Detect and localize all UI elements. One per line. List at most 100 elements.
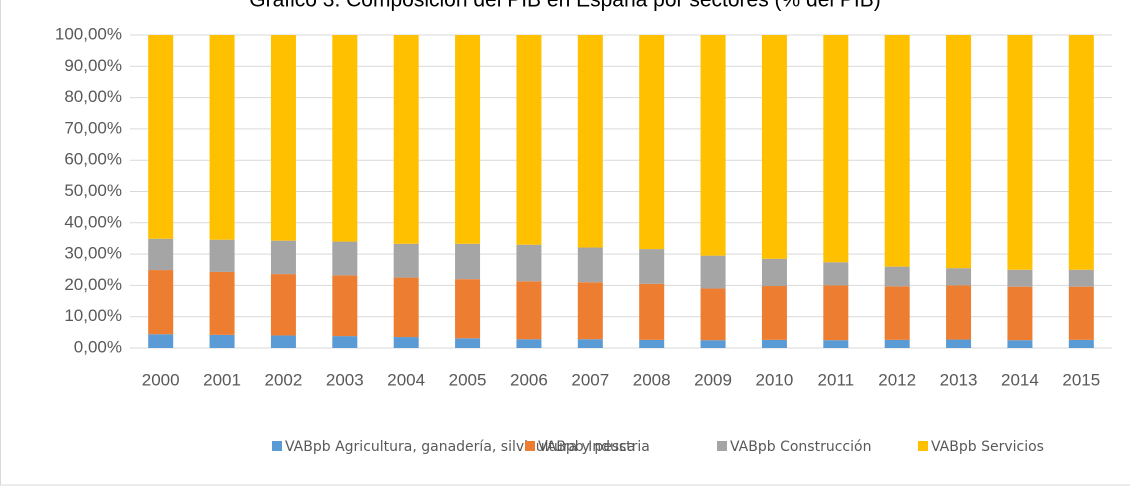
legend-swatch xyxy=(525,441,535,451)
y-tick-label: 80,00% xyxy=(64,87,122,106)
bar-segment xyxy=(700,35,726,256)
bar-segment xyxy=(393,337,419,348)
bar-segment xyxy=(884,286,910,340)
bar-segment xyxy=(639,283,665,340)
bar-segment xyxy=(148,238,174,271)
bar-segment xyxy=(946,35,972,269)
bar-segment xyxy=(700,340,726,348)
x-tick-label: 2000 xyxy=(142,370,180,389)
legend-swatch xyxy=(272,441,282,451)
legend-swatch xyxy=(918,441,928,451)
bar-segment xyxy=(332,35,358,242)
y-tick-label: 50,00% xyxy=(64,181,122,200)
bar-segment xyxy=(823,340,849,348)
bar-segment xyxy=(761,339,787,348)
bar-segment xyxy=(884,266,910,287)
y-tick-label: 90,00% xyxy=(64,56,122,75)
x-tick-label: 2014 xyxy=(1001,370,1039,389)
bar-segment xyxy=(455,338,481,348)
bar-segment xyxy=(946,268,972,286)
bar-segment xyxy=(516,339,542,348)
bar-segment xyxy=(639,249,665,284)
x-tick-label: 2010 xyxy=(756,370,794,389)
bar-segment xyxy=(148,334,174,348)
y-tick-label: 20,00% xyxy=(64,275,122,294)
x-tick-label: 2001 xyxy=(203,370,241,389)
x-tick-label: 2011 xyxy=(818,370,855,389)
y-tick-label: 70,00% xyxy=(64,118,122,137)
bar-segment xyxy=(1007,340,1033,348)
x-tick-label: 2013 xyxy=(940,370,978,389)
bar-segment xyxy=(1068,286,1094,340)
x-tick-label: 2015 xyxy=(1062,370,1100,389)
bar-segment xyxy=(332,241,358,276)
bar-segment xyxy=(577,247,603,283)
bar-segment xyxy=(209,239,235,272)
x-tick-label: 2005 xyxy=(449,370,487,389)
bar-segment xyxy=(393,35,419,244)
bar-segment xyxy=(1007,35,1033,270)
bar-segment xyxy=(148,35,174,239)
bar-segment xyxy=(393,277,419,338)
bar-segment xyxy=(516,244,542,282)
bar-segment xyxy=(700,288,726,341)
bar-segment xyxy=(884,35,910,267)
x-tick-label: 2003 xyxy=(326,370,364,389)
bar-segment xyxy=(577,35,603,248)
y-tick-label: 60,00% xyxy=(64,150,122,169)
bar-segment xyxy=(209,334,235,348)
bar-segment xyxy=(1007,286,1033,341)
bar-segment xyxy=(270,335,296,348)
bar-segment xyxy=(823,262,849,286)
bar-segment xyxy=(823,285,849,341)
bar-segment xyxy=(332,275,358,337)
x-tick-label: 2006 xyxy=(510,370,548,389)
bar-segment xyxy=(516,35,542,245)
bar-segment xyxy=(577,339,603,348)
bar-segment xyxy=(823,35,849,263)
bar-segment xyxy=(700,255,726,289)
y-tick-label: 100,00% xyxy=(55,24,122,43)
bar-segment xyxy=(577,282,603,340)
bar-segment xyxy=(270,274,296,336)
legend-swatch xyxy=(717,441,727,451)
bar-segment xyxy=(393,243,419,278)
legend-label: VABpb Industria xyxy=(538,439,650,455)
bar-segment xyxy=(1068,339,1094,348)
bar-segment xyxy=(946,285,972,340)
bar-segment xyxy=(270,240,296,275)
bar-segment xyxy=(270,35,296,241)
bar-segment xyxy=(516,281,542,340)
bar-segment xyxy=(209,271,235,335)
x-tick-label: 2007 xyxy=(571,370,609,389)
bar-segment xyxy=(761,258,787,287)
bar-segment xyxy=(455,243,481,280)
bar-segment xyxy=(1068,35,1094,270)
y-tick-label: 40,00% xyxy=(64,212,122,231)
bar-segment xyxy=(332,336,358,348)
y-tick-label: 0,00% xyxy=(74,337,122,356)
bar-segment xyxy=(455,35,481,244)
bar-segment xyxy=(761,35,787,259)
legend-label: VABpb Agricultura, ganadería, silvicultu… xyxy=(285,439,635,455)
legend-label: VABpb Construcción xyxy=(730,439,871,455)
x-tick-label: 2012 xyxy=(878,370,916,389)
y-tick-label: 10,00% xyxy=(64,306,122,325)
x-tick-label: 2004 xyxy=(387,370,425,389)
legend-label: VABpb Servicios xyxy=(931,439,1044,455)
x-tick-label: 2008 xyxy=(633,370,671,389)
y-tick-label: 30,00% xyxy=(64,244,122,263)
bar-segment xyxy=(639,339,665,348)
bar-segment xyxy=(761,286,787,340)
x-tick-label: 2009 xyxy=(694,370,732,389)
chart-title: Gráfico 3. Composición del PIB en España… xyxy=(249,0,880,12)
bar-segment xyxy=(946,339,972,348)
bar-segment xyxy=(148,270,174,335)
x-tick-label: 2002 xyxy=(265,370,303,389)
bar-segment xyxy=(884,339,910,348)
bar-segment xyxy=(1068,269,1094,287)
bar-segment xyxy=(455,279,481,339)
bar-segment xyxy=(1007,269,1033,287)
